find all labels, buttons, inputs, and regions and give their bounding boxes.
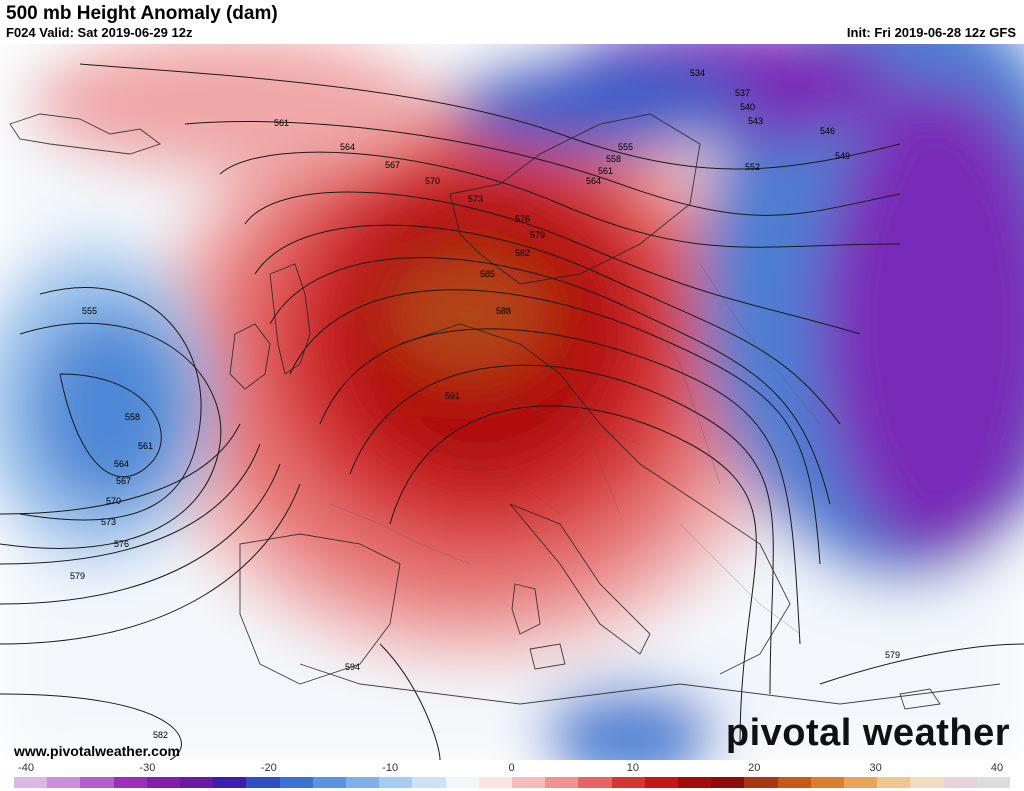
valid-time: F024 Valid: Sat 2019-06-29 12z [6, 25, 193, 40]
colorbar-swatch [578, 777, 612, 788]
colorbar-swatch [80, 777, 114, 788]
colorbar-swatch [744, 777, 778, 788]
colorbar-swatch [412, 777, 446, 788]
map-title: 500 mb Height Anomaly (dam) [6, 3, 278, 24]
colorbar-swatch [180, 777, 214, 788]
colorbar-swatch [678, 777, 712, 788]
colorbar-swatch [943, 777, 977, 788]
contour-label: 576 [114, 539, 129, 549]
colorbar-swatch [312, 777, 347, 788]
colorbar-swatch [445, 777, 479, 788]
contour-label: 561 [274, 118, 289, 128]
contour-label: 561 [138, 441, 153, 451]
colorbar-tick-label: 40 [990, 762, 1004, 774]
contour-label: 588 [496, 306, 511, 316]
contour-label: 573 [101, 517, 116, 527]
colorbar-swatch [611, 777, 645, 788]
contour-label: 537 [735, 88, 750, 98]
contour-label: 564 [114, 459, 129, 469]
contour-label: 585 [480, 269, 495, 279]
colorbar-swatch [279, 777, 313, 788]
colorbar-swatch [777, 777, 811, 788]
header: 500 mb Height Anomaly (dam) F024 Valid: … [0, 0, 1024, 44]
contour-label: 567 [385, 160, 400, 170]
contour-label: 549 [835, 151, 850, 161]
contour-label: 579 [885, 650, 900, 660]
colorbar-tick-label: 0 [508, 762, 515, 774]
colorbar-swatch [14, 777, 48, 788]
map-canvas: 5345375405435465495525555585615645615645… [0, 44, 1024, 760]
contour-label: 558 [125, 412, 140, 422]
colorbar-gradient [14, 777, 1011, 788]
contour-label: 564 [340, 142, 355, 152]
contour-label: 543 [748, 116, 763, 126]
contour-label: 564 [586, 176, 601, 186]
pivotal-weather-logo: pivotal weather [725, 712, 1010, 754]
contour-label: 552 [745, 162, 760, 172]
colorbar-swatch [512, 777, 546, 788]
colorbar-swatch [545, 777, 579, 788]
contour-label: 576 [515, 214, 530, 224]
colorbar-swatch [644, 777, 679, 788]
colorbar-tick-label: -30 [139, 762, 156, 774]
contour-label: 555 [82, 306, 97, 316]
contour-label: 570 [425, 176, 440, 186]
height-contours [0, 63, 1024, 760]
contour-labels: 5345375405435465495525555585615645615645… [70, 68, 900, 740]
colorbar-tick-label: -10 [382, 762, 399, 774]
website-url: www.pivotalweather.com [14, 743, 180, 759]
colorbar-tick-label: -40 [18, 762, 34, 774]
contour-label: 570 [106, 496, 121, 506]
colorbar-tick-label: 10 [626, 762, 639, 774]
height-anomaly-map: 534 537 540 543 546 549 552 555 558 561 564 561 564 5… [0, 44, 1024, 760]
contour-label: 573 [468, 194, 483, 204]
colorbar-swatch [146, 777, 181, 788]
colorbar-tick-label: -20 [260, 762, 277, 774]
colorbar-swatch [711, 777, 745, 788]
contour-label: 555 [618, 142, 633, 152]
colorbar-swatch [877, 777, 911, 788]
colorbar-swatch [47, 777, 81, 788]
contour-label: 582 [515, 248, 530, 258]
contour-label: 579 [530, 230, 545, 240]
colorbar-swatch [346, 777, 380, 788]
colorbar-swatch [379, 777, 413, 788]
contour-label: 579 [70, 571, 85, 581]
colorbar-swatch [213, 777, 247, 788]
colorbar-swatch [478, 777, 513, 788]
colorbar-swatch [246, 777, 280, 788]
colorbar-swatch [910, 777, 944, 788]
contour-label: 558 [606, 154, 621, 164]
contour-label: 540 [740, 102, 755, 112]
colorbar: -40 -30 -20 -10 0 10 20 30 40 [0, 760, 1024, 791]
borders [329, 263, 821, 635]
coastlines [9, 113, 1001, 710]
colorbar-tick-label: 20 [748, 762, 761, 774]
colorbar-tick-label: 30 [869, 762, 882, 774]
contour-label: 591 [445, 391, 460, 401]
contour-label: 582 [153, 730, 168, 740]
colorbar-swatch [810, 777, 845, 788]
contour-label: 546 [820, 126, 835, 136]
colorbar-tick-labels: -40 -30 -20 -10 0 10 20 30 40 [0, 760, 1024, 774]
init-time: Init: Fri 2019-06-28 12z GFS [846, 25, 1016, 40]
colorbar-swatch [113, 777, 147, 788]
contour-label: 534 [690, 68, 705, 78]
contour-label: 561 [598, 166, 613, 176]
contour-label: 567 [116, 476, 131, 486]
contour-label: 594 [345, 662, 360, 672]
colorbar-swatch [976, 777, 1011, 788]
colorbar-swatch [844, 777, 878, 788]
